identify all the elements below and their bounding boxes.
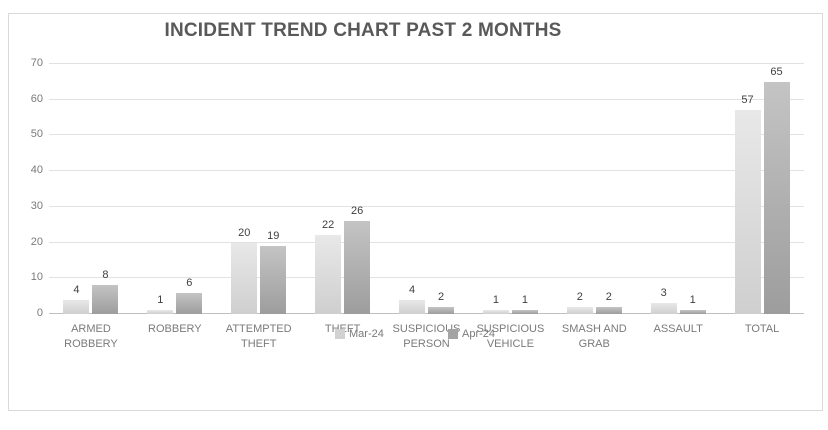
data-label-apr-24-assault: 1	[689, 294, 696, 307]
bar-mar-24-total[interactable]	[734, 110, 761, 314]
bar-apr-24-robbery[interactable]	[176, 292, 203, 314]
y-tick-label-0: 0	[36, 307, 43, 319]
data-label-mar-24-armed-robbery: 4	[73, 283, 80, 296]
legend-swatch-mar-24	[335, 329, 345, 339]
bar-apr-24-total[interactable]	[763, 81, 790, 314]
bar-mar-24-suspicious-person[interactable]	[399, 299, 425, 314]
category-label-assault: ASSAULT	[653, 323, 703, 335]
chart-title[interactable]: INCIDENT TREND CHART PAST 2 MONTHS	[164, 20, 562, 41]
bar-apr-24-suspicious-vehicle[interactable]	[511, 310, 538, 314]
data-label-mar-24-robbery: 1	[157, 294, 164, 307]
y-tick-label-10: 10	[30, 271, 43, 284]
bar-mar-24-theft[interactable]	[315, 235, 342, 314]
bar-apr-24-attempted-theft[interactable]	[260, 246, 287, 314]
y-tick-label-70: 70	[30, 57, 43, 69]
data-label-apr-24-suspicious-person: 2	[437, 290, 445, 303]
bar-mar-24-attempted-theft[interactable]	[231, 242, 258, 314]
gridline-30	[49, 205, 804, 207]
data-label-apr-24-smash-and-grab: 2	[605, 290, 612, 303]
data-label-apr-24-total: 65	[770, 65, 783, 78]
category-label-total: TOTAL	[744, 323, 780, 335]
legend-swatch-apr-24	[448, 329, 458, 339]
category-label-attempted-theft: ATTEMPTED THEFT	[225, 323, 292, 350]
y-tick-label-60: 60	[30, 92, 43, 105]
data-label-mar-24-assault: 3	[660, 287, 667, 300]
data-label-apr-24-robbery: 6	[186, 276, 193, 289]
bar-mar-24-suspicious-vehicle[interactable]	[482, 310, 509, 314]
bar-mar-24-robbery[interactable]	[147, 310, 174, 314]
bar-apr-24-theft[interactable]	[344, 221, 371, 314]
legend-item-mar-24[interactable]: Mar-24	[335, 328, 384, 340]
bar-mar-24-armed-robbery[interactable]	[63, 299, 90, 314]
gridline-70	[49, 63, 804, 64]
category-label-robbery: ROBBERY	[148, 323, 202, 335]
bar-mar-24-smash-and-grab[interactable]	[566, 306, 593, 314]
category-label-armed-robbery: ARMED ROBBERY	[64, 323, 118, 350]
gridline-60	[49, 98, 804, 100]
gridline-10	[49, 277, 804, 279]
gridline-40	[49, 170, 804, 172]
data-label-apr-24-armed-robbery: 8	[102, 269, 109, 282]
y-tick-label-50: 50	[30, 128, 43, 141]
legend-item-apr-24[interactable]: Apr-24	[448, 328, 495, 340]
legend-label-apr-24: Apr-24	[462, 328, 496, 340]
data-label-apr-24-suspicious-vehicle: 1	[521, 294, 528, 307]
gridline-50	[49, 134, 804, 136]
data-label-mar-24-suspicious-vehicle: 1	[492, 294, 499, 307]
gridline-20	[49, 241, 804, 243]
plot-area: 0 10 20 30 40 50 60 70 4 8 ARMED ROBBERY 1 6 ROBBERY 2…	[31, 57, 804, 350]
data-label-apr-24-theft: 26	[350, 205, 364, 218]
data-label-mar-24-total: 57	[741, 94, 754, 107]
category-label-suspicious-vehicle: SUSPICIOUS VEHICLE	[476, 323, 545, 350]
data-label-mar-24-theft: 22	[321, 219, 335, 232]
y-tick-label-40: 40	[30, 164, 43, 177]
legend-label-mar-24: Mar-24	[349, 328, 384, 340]
bar-apr-24-smash-and-grab[interactable]	[595, 306, 622, 314]
bar-apr-24-suspicious-person[interactable]	[428, 306, 454, 314]
category-label-smash-and-grab: SMASH AND GRAB	[561, 323, 627, 350]
bar-apr-24-assault[interactable]	[679, 310, 706, 314]
x-axis-line	[49, 313, 804, 314]
data-label-mar-24-suspicious-person: 4	[408, 283, 416, 296]
bar-apr-24-armed-robbery[interactable]	[92, 285, 119, 314]
data-label-apr-24-attempted-theft: 19	[267, 230, 280, 243]
y-tick-label-30: 30	[30, 199, 43, 212]
data-label-mar-24-attempted-theft: 20	[238, 226, 251, 239]
category-label-suspicious-person: SUSPICIOUS PERSON	[392, 323, 461, 350]
data-label-mar-24-smash-and-grab: 2	[576, 290, 583, 303]
bar-mar-24-assault[interactable]	[650, 303, 677, 314]
y-tick-label-20: 20	[30, 235, 43, 248]
chart-frame[interactable]: INCIDENT TREND CHART PAST 2 MONTHS 0 10 20…	[8, 13, 823, 411]
